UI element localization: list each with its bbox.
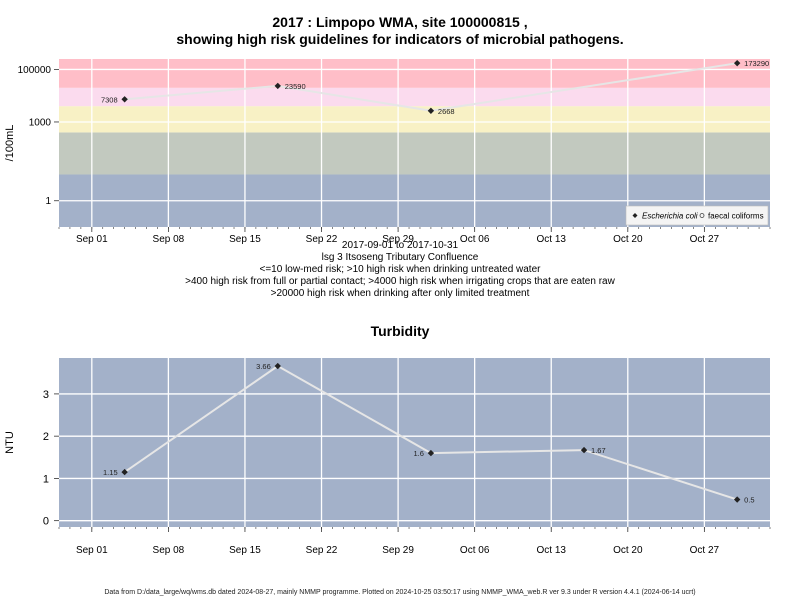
risk-band-3 [59, 106, 770, 133]
chart1-subtitle: showing high risk guidelines for indicat… [176, 31, 624, 47]
ecoli-point-label-2: 23590 [285, 82, 306, 91]
turbidity-point-2 [274, 362, 281, 370]
turbidity-point-label-2: 3.66 [256, 362, 271, 371]
chart1-xtick-label-1: Sep 01 [76, 234, 108, 245]
chart2-xtick-label-2: Sep 08 [153, 545, 185, 556]
chart2-xtick-label-5: Sep 29 [382, 545, 414, 556]
chart1-guideline-3: >20000 high risk when drinking after onl… [270, 288, 530, 299]
turbidity-point-label-3: 1.6 [413, 449, 423, 458]
chart1-guideline-2: >400 high risk from full or partial cont… [185, 276, 615, 287]
risk-band-4 [59, 87, 770, 107]
chart2-xtick-label-4: Sep 22 [306, 545, 338, 556]
chart1-guideline-1: <=10 low-med risk; >10 high risk when dr… [259, 264, 541, 275]
chart1-title: 2017 : Limpopo WMA, site 100000815 , [272, 14, 528, 30]
turbidity-point-label-1: 1.15 [103, 468, 118, 477]
chart1-ytick-label-3: 100000 [18, 65, 52, 76]
footer-note: Data from D:/data_large/wq/wms.db dated … [104, 589, 696, 596]
chart2-plot-area [59, 358, 770, 527]
turbidity-point-5 [733, 496, 741, 503]
chart1-xtick-label-8: Oct 20 [613, 234, 643, 245]
chart1-site-name: lsg 3 Itsoseng Tributary Confluence [321, 252, 479, 263]
turbidity-point-4 [580, 446, 588, 454]
turbidity-point-label-5: 0.5 [744, 496, 754, 505]
ecoli-point-label-3: 2668 [438, 107, 455, 116]
chart1-xtick-label-5: Sep 29 [382, 234, 414, 245]
chart1-xtick-label-9: Oct 27 [690, 234, 720, 245]
legend-box [625, 205, 769, 226]
chart2-xtick-label-6: Oct 06 [460, 545, 490, 556]
chart1-xtick-label-3: Sep 15 [229, 234, 261, 245]
chart2-ytick-label-2: 1 [43, 473, 49, 485]
ecoli-series-line [124, 62, 738, 112]
chart2-ytick-label-3: 2 [43, 431, 49, 443]
legend-faecal-label: faecal coliforms [708, 212, 764, 221]
chart2-title: Turbidity [370, 323, 430, 339]
chart1-xtick-label-4: Sep 22 [306, 234, 338, 245]
turbidity-point-1 [121, 468, 128, 476]
legend-ecoli-label: Escherichia coli [642, 212, 698, 221]
turbidity-point-label-4: 1.67 [591, 446, 606, 455]
chart2-xtick-label-1: Sep 01 [76, 545, 108, 556]
chart1-xtick-label-2: Sep 08 [153, 234, 185, 245]
chart2-xtick-label-7: Oct 13 [536, 545, 566, 556]
legend-ecoli-marker [632, 213, 638, 218]
turbidity-point-3 [427, 449, 435, 457]
chart1-xtick-label-6: Oct 06 [460, 234, 490, 245]
chart2-xtick-label-8: Oct 20 [613, 545, 643, 556]
ecoli-point-label-1: 7308 [101, 95, 118, 104]
ecoli-point-2 [274, 82, 281, 90]
ecoli-point-4 [733, 59, 741, 67]
chart1-date-range: 2017-09-01 to 2017-10-31 [341, 240, 459, 251]
ecoli-point-3 [427, 107, 435, 114]
ecoli-point-1 [121, 96, 128, 103]
chart2-xtick-label-9: Oct 27 [690, 545, 720, 556]
chart2-xtick-label-3: Sep 15 [229, 545, 261, 556]
chart1-ytick-label-1: 1 [45, 196, 51, 207]
chart1-xtick-label-7: Oct 13 [536, 234, 566, 245]
risk-band-2 [59, 132, 770, 175]
chart2-ytick-label-4: 3 [43, 389, 49, 401]
ecoli-point-label-4: 173290 [744, 59, 769, 68]
chart1-ytick-label-2: 1000 [29, 117, 52, 128]
risk-band-5 [59, 59, 770, 88]
chart1-ylabel: /100mL [4, 125, 16, 162]
chart2-ytick-label-1: 0 [43, 516, 49, 528]
legend-faecal-marker [699, 213, 705, 218]
chart2-ylabel: NTU [4, 431, 16, 454]
